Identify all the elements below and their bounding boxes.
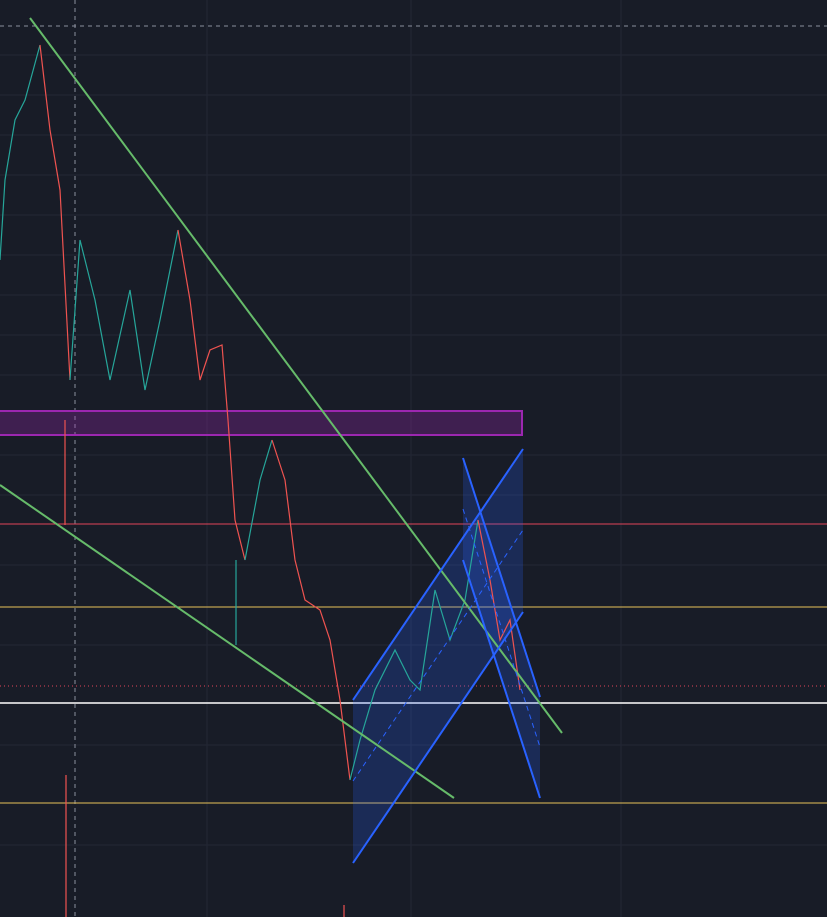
trendline bbox=[0, 484, 455, 799]
channel-median bbox=[352, 529, 524, 782]
price-line-down bbox=[271, 439, 351, 781]
channel-fill bbox=[353, 449, 523, 863]
rising-channel bbox=[352, 448, 524, 864]
price-line-down bbox=[477, 519, 521, 691]
price-line-up bbox=[69, 229, 179, 391]
price-line-down bbox=[39, 44, 71, 381]
trendline bbox=[29, 17, 563, 734]
channel-line bbox=[352, 448, 524, 701]
price-series bbox=[0, 44, 521, 917]
price-line-up bbox=[0, 44, 41, 261]
price-line-up bbox=[244, 439, 273, 561]
price-line-up bbox=[349, 519, 479, 781]
channel-median bbox=[462, 508, 541, 748]
channel-line bbox=[462, 457, 541, 698]
channel-line bbox=[462, 559, 541, 799]
channel-line bbox=[352, 611, 524, 864]
price-line-down bbox=[177, 229, 246, 561]
falling-channel bbox=[462, 457, 541, 799]
supply-zone bbox=[0, 410, 523, 436]
